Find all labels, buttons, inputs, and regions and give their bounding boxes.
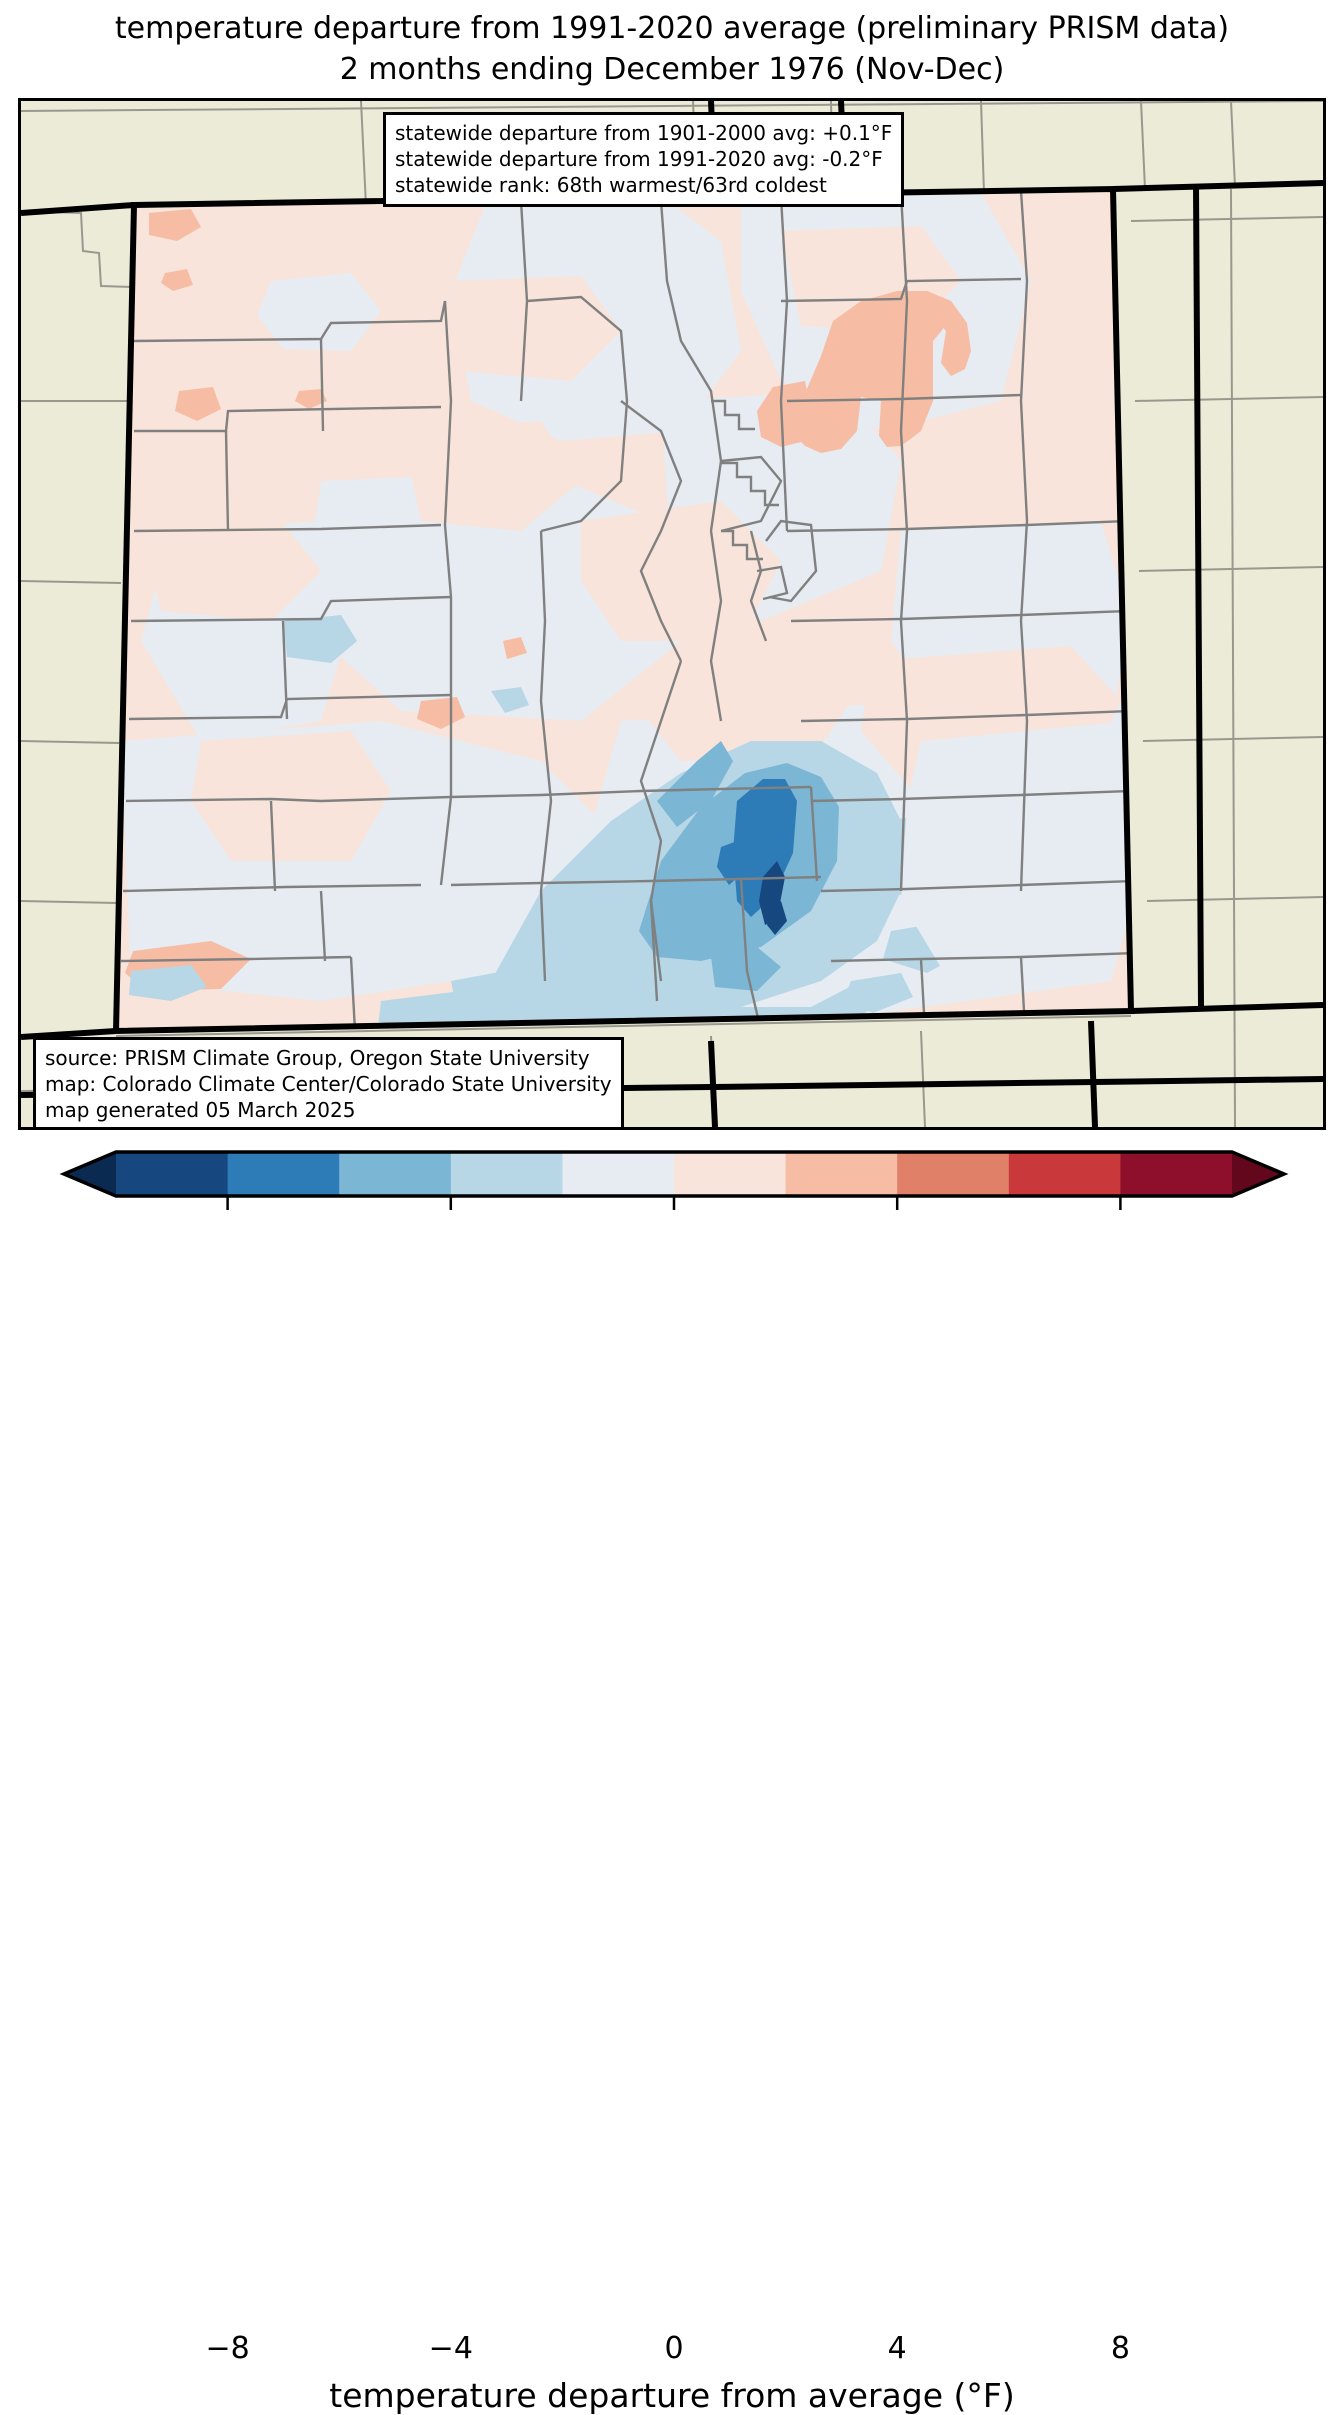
source-attribution-box: source: PRISM Climate Group, Oregon Stat… — [33, 1037, 624, 1127]
stats-line-2: statewide departure from 1991-2020 avg: … — [395, 147, 883, 171]
stats-line-3: statewide rank: 68th warmest/63rd coldes… — [395, 173, 827, 197]
colorbar-tick-label-4: 8 — [1110, 2331, 1130, 2366]
colorbar-segment-9 — [1120, 1152, 1233, 1196]
colorbar-tick-label-0: −8 — [205, 2331, 250, 2366]
title-line-1: temperature departure from 1991-2020 ave… — [114, 11, 1230, 46]
source-line-1: source: PRISM Climate Group, Oregon Stat… — [45, 1046, 590, 1070]
source-line-2: map: Colorado Climate Center/Colorado St… — [45, 1072, 612, 1096]
map-panel: statewide departure from 1901-2000 avg: … — [18, 98, 1326, 1130]
colorbar-axis-label: temperature departure from average (°F) — [329, 2376, 1015, 2415]
anomaly-raster — [116, 189, 1131, 1031]
colorbar-segment-2 — [339, 1152, 452, 1196]
colorbar-svg — [59, 1150, 1289, 1210]
page-title: temperature departure from 1991-2020 ave… — [0, 8, 1344, 90]
colorbar-segment-0 — [116, 1152, 229, 1196]
colorbar-segment-3 — [450, 1152, 563, 1196]
colorbar-over-arrow — [1232, 1152, 1284, 1196]
title-line-2: 2 months ending December 1976 (Nov-Dec) — [339, 52, 1005, 87]
colorbar-under-arrow — [64, 1152, 116, 1196]
colorbar-segment-4 — [562, 1152, 675, 1196]
colorbar-tick-labels: −8 −4 0 4 8 — [0, 2331, 1344, 2371]
colorado-temperature-anomaly-map — [21, 101, 1323, 1127]
colorbar-segment-8 — [1008, 1152, 1121, 1196]
source-line-3: map generated 05 March 2025 — [45, 1098, 356, 1122]
colorbar-segment-6 — [785, 1152, 898, 1196]
colorbar-segment-1 — [227, 1152, 340, 1196]
colorbar-tick-label-2: 0 — [664, 2331, 684, 2366]
colorbar-ticks — [226, 1196, 1122, 1210]
colorbar-tick-label-1: −4 — [428, 2331, 473, 2366]
colorbar-segment-7 — [897, 1152, 1010, 1196]
stats-line-1: statewide departure from 1901-2000 avg: … — [395, 121, 893, 145]
colorbar-tick-label-3: 4 — [887, 2331, 907, 2366]
colorbar-legend: −8 −4 0 4 8 temperature departure from avera… — [0, 1140, 1344, 2415]
colorbar-border — [59, 1150, 1289, 1198]
colorbar-segment-5 — [674, 1152, 787, 1196]
colorbar-outline — [59, 1150, 1289, 1198]
county-boundaries — [120, 190, 1131, 1031]
statewide-stats-box: statewide departure from 1901-2000 avg: … — [383, 112, 905, 207]
colorbar-segments — [64, 1152, 1284, 1196]
